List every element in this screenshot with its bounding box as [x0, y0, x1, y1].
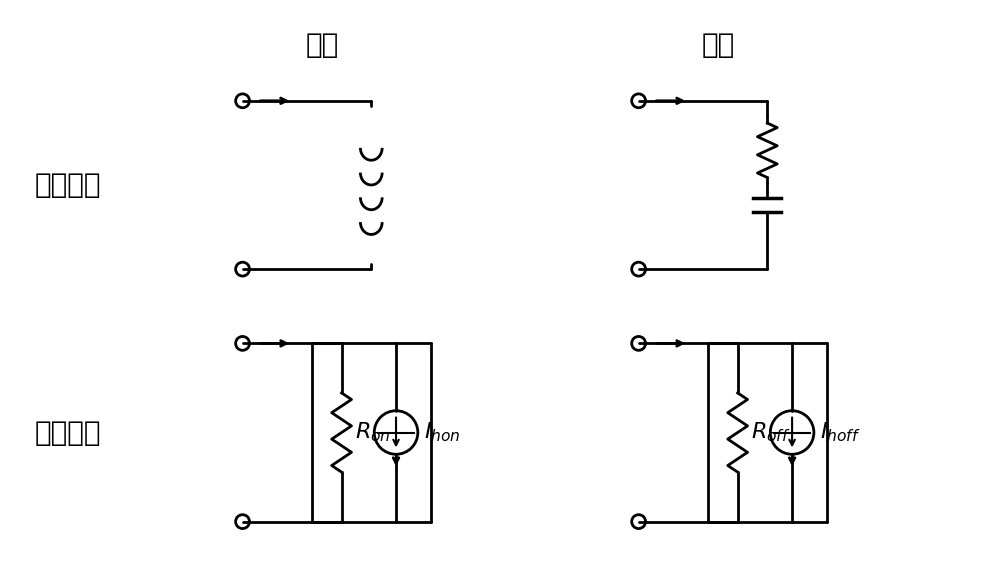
- Text: $I_{hon}$: $I_{hon}$: [424, 421, 460, 444]
- Text: 物理模型: 物理模型: [35, 171, 101, 199]
- Text: $R_{off}$: $R_{off}$: [751, 421, 791, 444]
- Text: 差分模型: 差分模型: [35, 418, 101, 447]
- Text: 导通: 导通: [305, 32, 338, 59]
- Text: $R_{on}$: $R_{on}$: [355, 421, 391, 444]
- Text: $I_{hoff}$: $I_{hoff}$: [820, 421, 861, 444]
- Text: 关断: 关断: [701, 32, 734, 59]
